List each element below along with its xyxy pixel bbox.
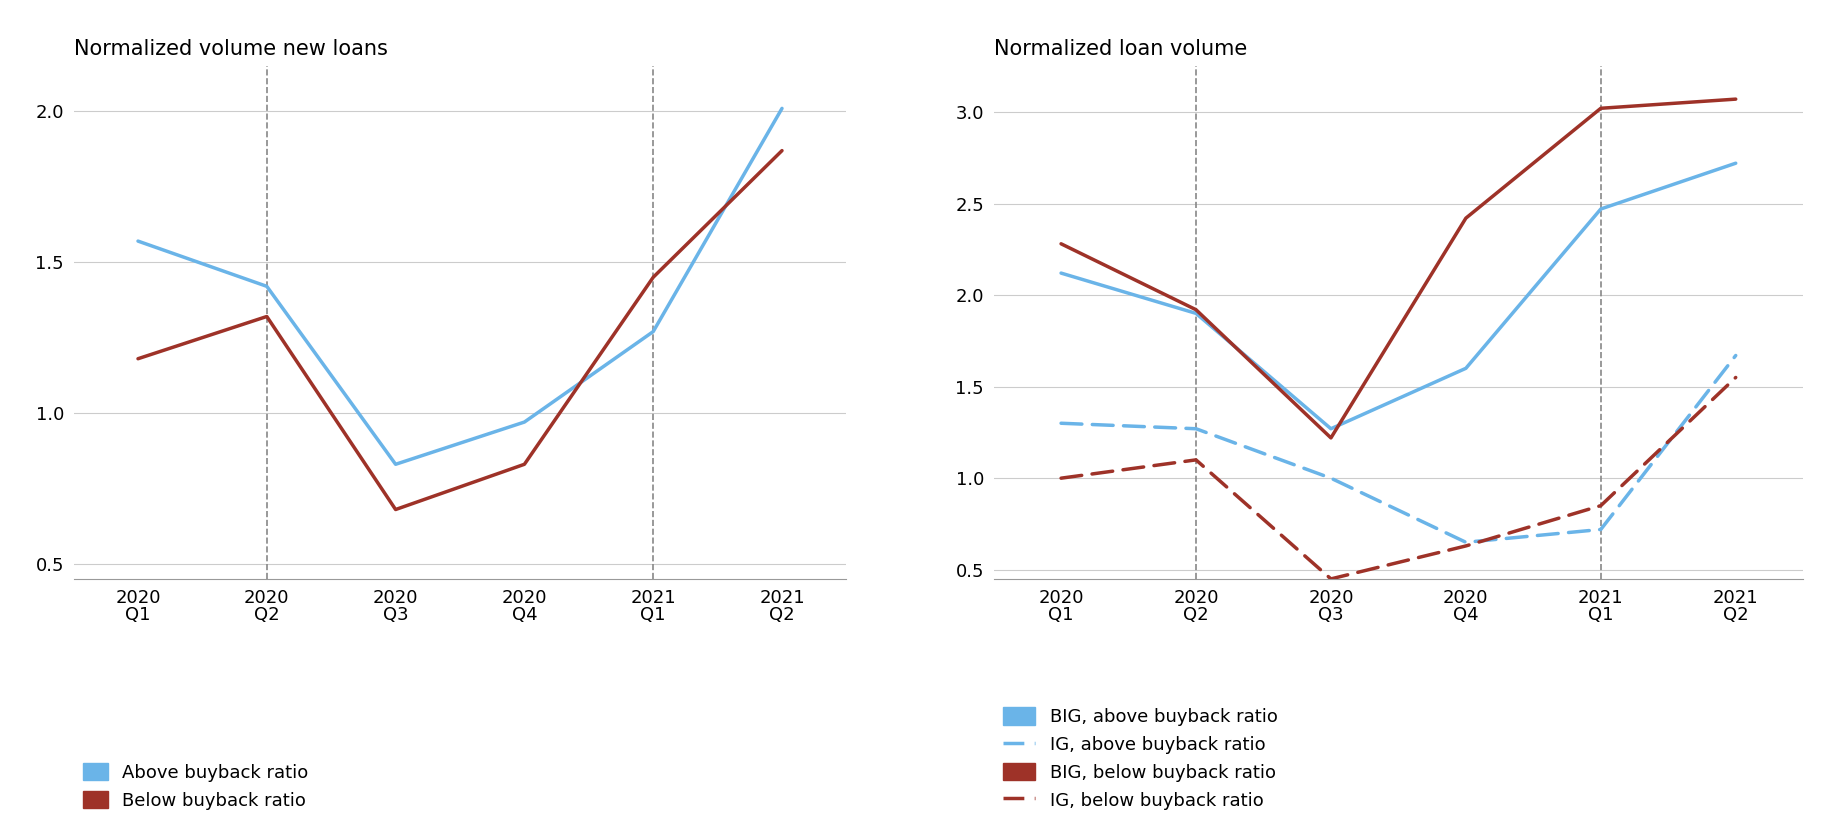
Text: Normalized loan volume: Normalized loan volume [993, 39, 1247, 59]
Legend: Above buyback ratio, Below buyback ratio: Above buyback ratio, Below buyback ratio [83, 763, 309, 810]
Legend: BIG, above buyback ratio, IG, above buyback ratio, BIG, below buyback ratio, IG,: BIG, above buyback ratio, IG, above buyb… [1002, 707, 1276, 810]
Text: Normalized volume new loans: Normalized volume new loans [74, 39, 388, 59]
